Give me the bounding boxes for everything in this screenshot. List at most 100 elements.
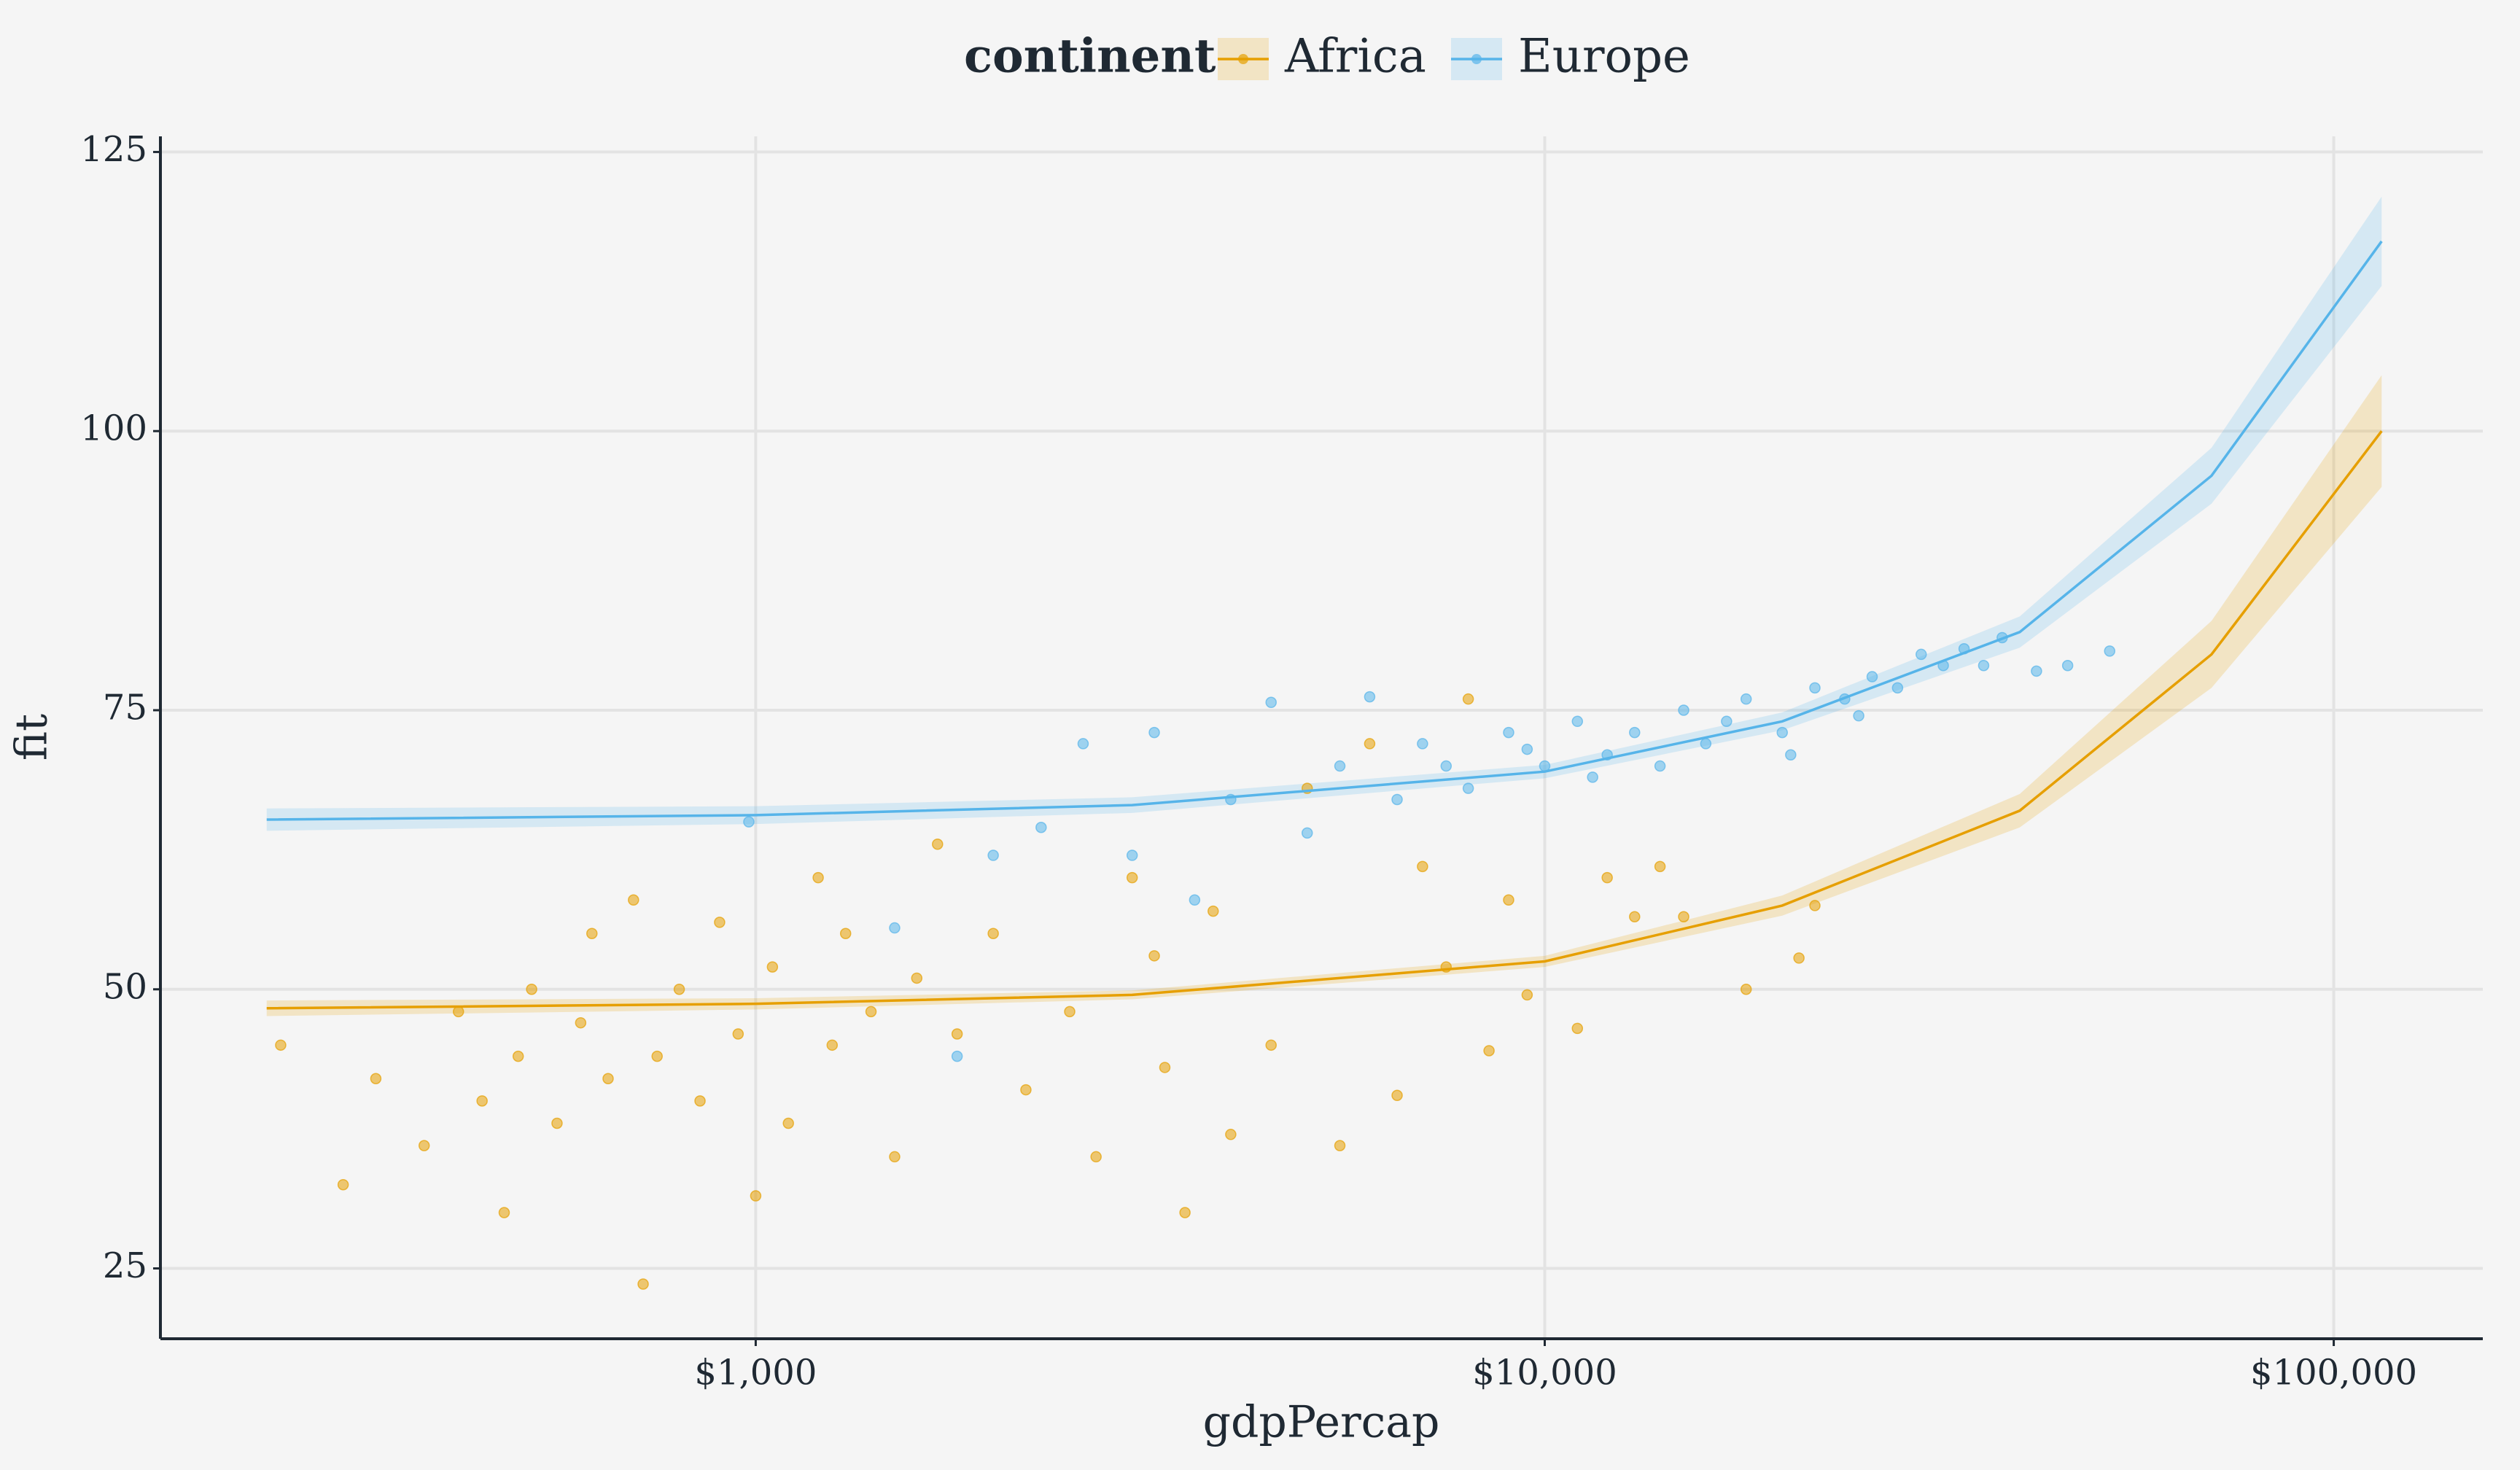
point: [1916, 648, 1927, 661]
y-tick-label: 75: [103, 687, 147, 728]
point: [812, 871, 824, 884]
x-axis-title: gdpPercap: [1203, 1397, 1440, 1448]
point: [1700, 738, 1712, 750]
point: [512, 1050, 524, 1062]
point: [1417, 860, 1428, 873]
point: [1740, 693, 1752, 705]
point: [1853, 709, 1864, 722]
point: [1417, 738, 1428, 750]
point: [1265, 1039, 1277, 1051]
point: [1126, 871, 1138, 884]
point: [1793, 952, 1805, 964]
point: [1462, 782, 1474, 794]
point: [1654, 860, 1666, 873]
y-tick-label: 100: [80, 408, 147, 449]
point: [1334, 760, 1346, 772]
point: [275, 1039, 287, 1051]
point: [1440, 760, 1452, 772]
point: [1809, 682, 1821, 694]
point: [1503, 894, 1514, 906]
point: [1208, 905, 1219, 917]
point: [1978, 659, 1990, 672]
point: [1391, 793, 1403, 806]
point: [1225, 1129, 1237, 1140]
point: [1740, 984, 1752, 995]
point: [2061, 659, 2074, 672]
y-axis-title: fit: [7, 714, 58, 761]
point: [911, 972, 923, 984]
point: [1126, 849, 1138, 861]
point: [1776, 726, 1788, 739]
legend-label: Africa: [1284, 30, 1426, 84]
point: [1462, 693, 1474, 705]
point: [1678, 704, 1689, 716]
point: [602, 1073, 614, 1085]
point: [1334, 1140, 1346, 1151]
x-tick-label: $100,000: [2250, 1353, 2417, 1393]
point: [498, 1207, 510, 1218]
point: [651, 1050, 663, 1062]
y-tick-label: 25: [103, 1245, 147, 1286]
point: [1785, 749, 1797, 761]
point: [337, 1178, 349, 1191]
point: [476, 1095, 488, 1107]
point: [694, 1095, 706, 1107]
point: [1891, 682, 1904, 694]
point: [889, 922, 901, 934]
point: [1302, 827, 1313, 839]
point: [673, 984, 685, 995]
point: [782, 1117, 794, 1129]
point: [839, 928, 852, 939]
point: [1654, 760, 1666, 772]
point: [1020, 1084, 1032, 1096]
point: [1587, 771, 1598, 783]
point: [1364, 691, 1376, 703]
point: [951, 1050, 963, 1062]
point: [1265, 696, 1277, 709]
point: [575, 1016, 587, 1029]
point: [766, 961, 779, 973]
point: [932, 838, 944, 850]
point: [1866, 671, 1878, 682]
point: [1571, 715, 1584, 728]
point: [1364, 738, 1376, 750]
point: [1064, 1006, 1076, 1018]
point: [987, 849, 999, 861]
point: [826, 1039, 839, 1051]
point: [714, 917, 726, 928]
point: [1521, 743, 1533, 755]
legend-dot: [1238, 54, 1248, 64]
point: [865, 1006, 877, 1018]
point: [1391, 1089, 1403, 1101]
point: [1483, 1045, 1495, 1057]
point: [951, 1028, 963, 1040]
point: [1148, 950, 1160, 962]
legend-label: Europe: [1518, 30, 1690, 84]
fit-line: [266, 240, 2383, 821]
point: [1571, 1022, 1584, 1035]
point: [987, 928, 999, 939]
point: [2031, 665, 2042, 677]
legend-dot: [1471, 54, 1482, 64]
point: [1809, 900, 1821, 911]
point: [1601, 871, 1613, 884]
point: [743, 816, 755, 828]
point: [889, 1151, 901, 1163]
x-tick-label: $10,000: [1472, 1353, 1617, 1393]
point: [1629, 911, 1641, 922]
point: [370, 1073, 382, 1085]
point: [1629, 726, 1641, 739]
point: [1503, 726, 1514, 739]
point: [1090, 1151, 1102, 1163]
x-tick-label: $1,000: [694, 1353, 817, 1393]
point: [418, 1140, 430, 1151]
point: [637, 1278, 649, 1290]
point: [1521, 989, 1533, 1001]
point: [732, 1028, 744, 1040]
point: [586, 928, 598, 939]
point: [1721, 715, 1732, 728]
y-tick-label: 50: [103, 966, 147, 1007]
point: [1148, 726, 1160, 739]
